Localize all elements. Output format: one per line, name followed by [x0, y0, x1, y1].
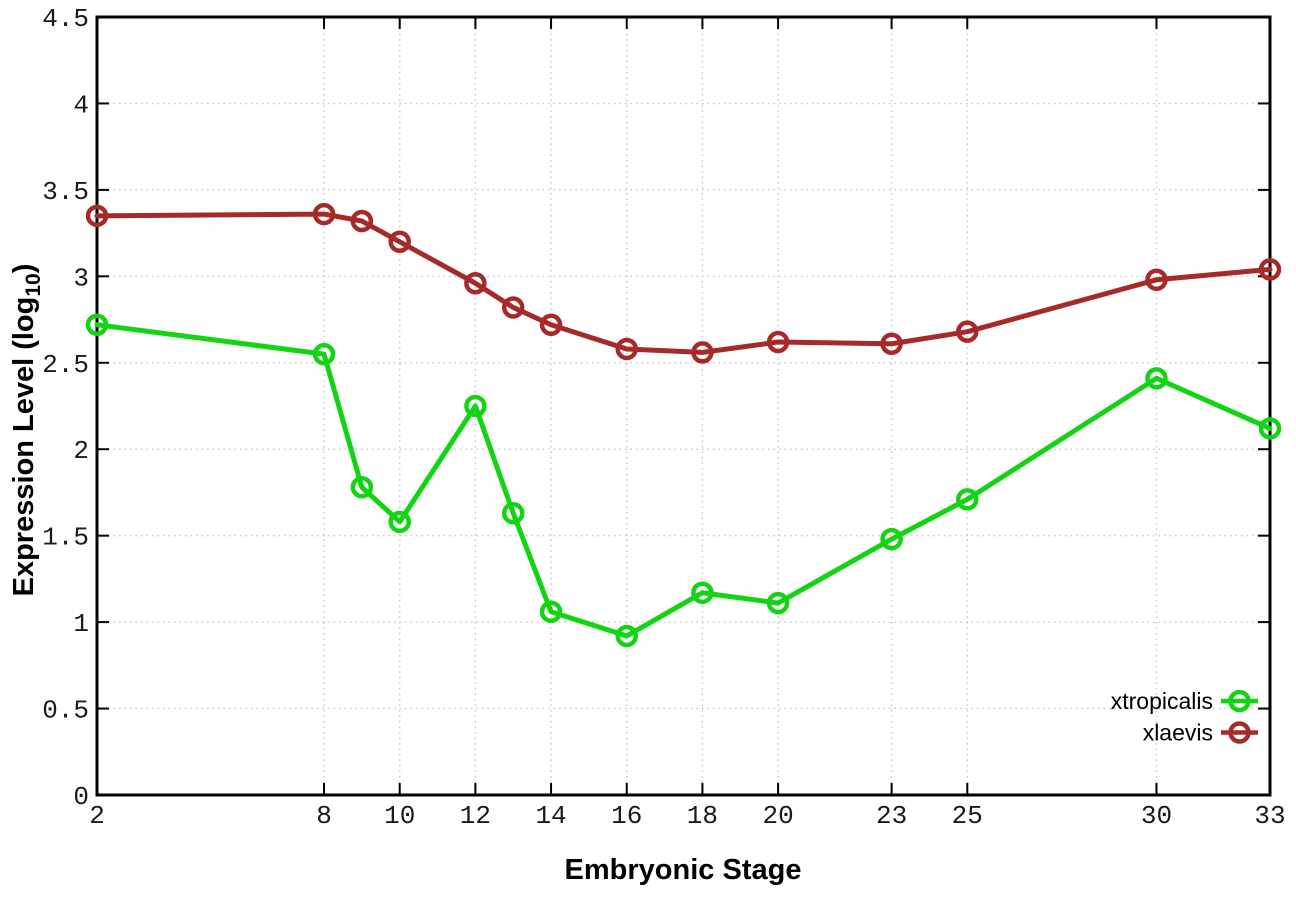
- data-point-marker-xlaevis: [464, 271, 487, 295]
- x-tick-label: 20: [762, 801, 793, 831]
- data-point-marker-xlaevis: [615, 337, 638, 361]
- y-axis-title-main: Expression Level (log: [8, 297, 40, 597]
- data-point-marker-xlaevis: [1145, 268, 1168, 292]
- data-point-marker-xlaevis: [350, 209, 374, 233]
- legend-marker-xlaevis: [1228, 721, 1251, 744]
- y-axis-title-close: ): [8, 264, 40, 274]
- x-tick-label: 18: [687, 801, 718, 831]
- y-tick-label: 3: [73, 263, 89, 293]
- series-layer: [85, 202, 1282, 648]
- y-tick-label: 0.5: [42, 696, 89, 726]
- data-point-marker-xtropicalis: [1145, 367, 1168, 390]
- legend: xtropicalis xlaevis: [1111, 688, 1258, 746]
- data-point-marker-xtropicalis: [388, 510, 411, 534]
- data-point-marker-xlaevis: [501, 296, 525, 319]
- legend-marker-xtropicalis: [1228, 689, 1251, 713]
- data-point-marker-xtropicalis: [956, 488, 979, 511]
- data-point-marker-xlaevis: [312, 202, 336, 226]
- data-point-marker-xtropicalis: [691, 581, 714, 604]
- data-point-marker-xtropicalis: [766, 591, 790, 615]
- x-tick-label: 10: [384, 801, 415, 831]
- x-tick-label: 8: [316, 801, 332, 831]
- y-tick-label: 1.5: [42, 523, 89, 553]
- x-tick-label: 23: [876, 801, 907, 831]
- data-point-marker-xlaevis: [539, 313, 563, 336]
- data-point-marker-xtropicalis: [350, 476, 374, 499]
- y-tick-label: 0: [73, 782, 89, 812]
- data-point-marker-xlaevis: [766, 330, 790, 354]
- data-point-marker-xtropicalis: [85, 313, 109, 336]
- series-line-xtropicalis: [94, 322, 1273, 639]
- legend-label-xlaevis: xlaevis: [1143, 720, 1213, 746]
- y-tick-label: 2: [73, 436, 89, 466]
- x-tick-label: 12: [460, 801, 491, 831]
- y-tick-label: 4.5: [42, 4, 89, 34]
- data-point-marker-xtropicalis: [880, 527, 903, 551]
- data-point-marker-xtropicalis: [1258, 417, 1282, 440]
- data-point-marker-xlaevis: [880, 332, 903, 356]
- y-tick-label: 3.5: [42, 177, 89, 207]
- plot-border: [95, 15, 1272, 797]
- legend-label-xtropicalis: xtropicalis: [1111, 688, 1213, 714]
- x-tick-label: 14: [535, 801, 566, 831]
- grid-layer: [96, 16, 1271, 796]
- data-point-marker-xlaevis: [956, 320, 979, 343]
- x-tick-label: 16: [611, 801, 642, 831]
- x-tick-label: 30: [1141, 801, 1172, 831]
- data-point-marker-xlaevis: [85, 204, 109, 228]
- y-axis-title-subscript: 10: [22, 273, 45, 296]
- data-point-marker-xtropicalis: [464, 394, 487, 418]
- data-point-marker-xtropicalis: [501, 501, 525, 525]
- y-tick-label: 1: [73, 609, 89, 639]
- x-tick-label: 33: [1254, 801, 1285, 831]
- y-tick-label: 2.5: [42, 350, 89, 380]
- x-axis-title: Embryonic Stage: [565, 854, 802, 886]
- x-tick-label: 2: [89, 801, 105, 831]
- tick-layer: 2 8 10 12 14 16 18 20 23 25 30 33 0 0.5 1 1.5 2 2.5 3 3.5 4 4…: [42, 4, 1285, 831]
- x-tick-label: 25: [952, 801, 983, 831]
- data-point-marker-xtropicalis: [539, 600, 563, 623]
- data-point-marker-xlaevis: [691, 341, 714, 364]
- series-line-xlaevis: [94, 211, 1273, 355]
- y-tick-label: 4: [73, 90, 89, 120]
- data-point-marker-xlaevis: [388, 230, 411, 254]
- y-axis-title: Expression Level (log10): [8, 264, 45, 597]
- data-point-marker-xlaevis: [1258, 258, 1282, 281]
- data-point-marker-xtropicalis: [615, 624, 638, 648]
- data-point-marker-xtropicalis: [312, 342, 336, 366]
